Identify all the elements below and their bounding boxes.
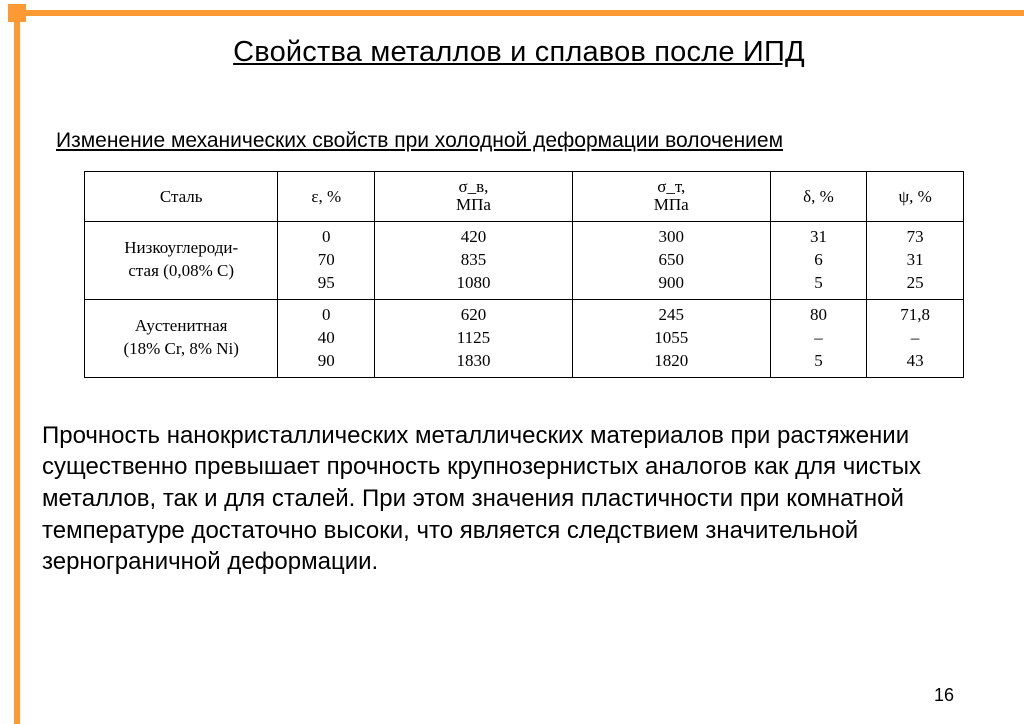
v: 5 [814, 351, 823, 370]
body-paragraph: Прочность нанокристаллических металличес… [42, 420, 994, 578]
v: 70 [318, 250, 335, 269]
col-sigma-t: σ_т, МПа [572, 172, 770, 222]
properties-table-wrap: Сталь ε, % σ_в, МПа σ_т, МПа [84, 171, 964, 378]
cell-eps: 0 40 90 [278, 299, 375, 377]
v: 5 [814, 273, 823, 292]
v: 650 [658, 250, 684, 269]
v: 1080 [456, 273, 490, 292]
col-sigma-t-top: σ_т, [657, 177, 685, 196]
col-sigma-v-bot: МПа [456, 195, 491, 214]
frame-left [14, 10, 20, 724]
v: 71,8 [900, 305, 930, 324]
v: 25 [907, 273, 924, 292]
frame-top [14, 10, 1024, 16]
steel-name-bot: (18% Cr, 8% Ni) [123, 339, 238, 358]
v: 1125 [457, 328, 490, 347]
col-sigma-v: σ_в, МПа [375, 172, 573, 222]
table-row: Низкоуглероди- стая (0,08% С) 0 70 95 42… [85, 222, 964, 300]
cell-st: 245 1055 1820 [572, 299, 770, 377]
v: 1830 [456, 351, 490, 370]
v: 90 [318, 351, 335, 370]
v: 300 [658, 227, 684, 246]
cell-psi: 71,8 – 43 [867, 299, 964, 377]
v: 245 [658, 305, 684, 324]
cell-psi: 73 31 25 [867, 222, 964, 300]
table-header-row: Сталь ε, % σ_в, МПа σ_т, МПа [85, 172, 964, 222]
col-epsilon: ε, % [278, 172, 375, 222]
cell-st: 300 650 900 [572, 222, 770, 300]
v: 1820 [654, 351, 688, 370]
v: 0 [322, 305, 331, 324]
v: 80 [810, 305, 827, 324]
v: 420 [461, 227, 487, 246]
v: – [911, 328, 920, 347]
table-row: Аустенитная (18% Cr, 8% Ni) 0 40 90 620 … [85, 299, 964, 377]
steel-name-bot: стая (0,08% С) [128, 261, 234, 280]
page-number: 16 [934, 685, 954, 706]
v: 95 [318, 273, 335, 292]
cell-d: 80 – 5 [770, 299, 867, 377]
properties-table: Сталь ε, % σ_в, МПа σ_т, МПа [84, 171, 964, 378]
v: 73 [907, 227, 924, 246]
cell-d: 31 6 5 [770, 222, 867, 300]
v: 0 [322, 227, 331, 246]
steel-name-top: Низкоуглероди- [124, 238, 238, 257]
slide-content: Свойства металлов и сплавов после ИПД Из… [34, 24, 1004, 724]
table-caption: Изменение механических свойств при холод… [56, 129, 1004, 153]
page-title: Свойства металлов и сплавов после ИПД [34, 36, 1004, 69]
cell-sv: 620 1125 1830 [375, 299, 573, 377]
v: 43 [907, 351, 924, 370]
col-sigma-v-top: σ_в, [458, 177, 488, 196]
v: 835 [461, 250, 487, 269]
v: 40 [318, 328, 335, 347]
v: 6 [814, 250, 823, 269]
v: 900 [658, 273, 684, 292]
col-psi: ψ, % [867, 172, 964, 222]
col-sigma-t-bot: МПа [654, 195, 689, 214]
cell-eps: 0 70 95 [278, 222, 375, 300]
v: 31 [810, 227, 827, 246]
frame-corner [8, 4, 26, 22]
v: 31 [907, 250, 924, 269]
v: 620 [461, 305, 487, 324]
steel-name-top: Аустенитная [135, 316, 228, 335]
col-steel: Сталь [85, 172, 278, 222]
v: 1055 [654, 328, 688, 347]
v: – [814, 328, 823, 347]
cell-steel-name: Низкоуглероди- стая (0,08% С) [85, 222, 278, 300]
cell-steel-name: Аустенитная (18% Cr, 8% Ni) [85, 299, 278, 377]
cell-sv: 420 835 1080 [375, 222, 573, 300]
col-delta: δ, % [770, 172, 867, 222]
